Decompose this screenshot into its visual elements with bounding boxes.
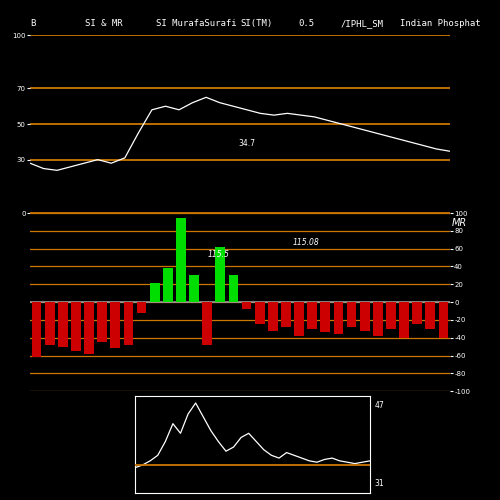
Bar: [334, 302, 344, 334]
Bar: [320, 302, 330, 332]
Bar: [58, 302, 68, 346]
Text: SI MurafaSurafi: SI MurafaSurafi: [156, 19, 236, 28]
Bar: [308, 302, 317, 329]
Bar: [346, 302, 356, 327]
Bar: [45, 302, 54, 345]
Bar: [150, 282, 160, 302]
Bar: [360, 302, 370, 330]
Bar: [373, 302, 382, 336]
Text: /IPHL_SM: /IPHL_SM: [341, 19, 384, 28]
Bar: [386, 302, 396, 329]
Bar: [268, 302, 278, 330]
Text: 47: 47: [374, 401, 384, 410]
Bar: [228, 276, 238, 302]
Bar: [189, 276, 199, 302]
Bar: [176, 218, 186, 302]
Text: 34.7: 34.7: [238, 138, 255, 147]
Text: B: B: [30, 19, 36, 28]
Bar: [136, 302, 146, 313]
Bar: [110, 302, 120, 348]
Text: Indian Phosphat: Indian Phosphat: [400, 19, 480, 28]
Bar: [202, 302, 212, 345]
Text: SI(TM): SI(TM): [240, 19, 272, 28]
Bar: [84, 302, 94, 354]
Bar: [399, 302, 409, 338]
Bar: [294, 302, 304, 336]
Bar: [281, 302, 291, 327]
Bar: [71, 302, 81, 351]
Text: 115.08: 115.08: [292, 238, 320, 247]
Bar: [438, 302, 448, 338]
Bar: [32, 302, 42, 358]
Text: 0.5: 0.5: [299, 19, 315, 28]
Bar: [163, 268, 172, 302]
Bar: [412, 302, 422, 324]
Bar: [124, 302, 134, 345]
Bar: [426, 302, 435, 329]
Text: MR: MR: [452, 218, 467, 228]
Text: 31: 31: [374, 478, 384, 488]
Text: 115.5: 115.5: [207, 250, 229, 260]
Bar: [242, 302, 252, 309]
Bar: [98, 302, 107, 342]
Bar: [216, 247, 225, 302]
Text: SI & MR: SI & MR: [84, 19, 122, 28]
Bar: [255, 302, 264, 324]
